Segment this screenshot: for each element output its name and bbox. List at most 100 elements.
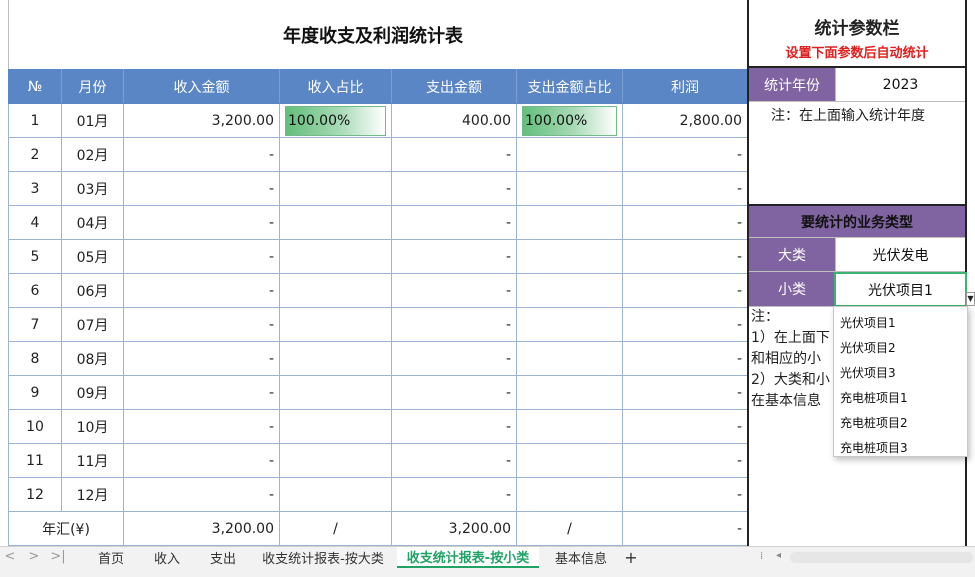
major-select[interactable]: 光伏发电 xyxy=(835,238,965,272)
income-pct-cell[interactable] xyxy=(279,239,392,274)
sheet-tab-basic-info[interactable]: 基本信息 xyxy=(554,552,607,567)
month-cell[interactable]: 09月 xyxy=(61,375,124,410)
row-no-cell[interactable]: 11 xyxy=(8,443,62,478)
sheet-tab-report-minor[interactable]: 收支统计报表-按小类 xyxy=(397,547,539,568)
row-no-cell[interactable]: 1 xyxy=(8,103,62,138)
expense-cell[interactable]: - xyxy=(391,341,517,376)
income-pct-cell[interactable] xyxy=(279,341,392,376)
year-label[interactable]: 统计年份 xyxy=(749,68,835,102)
prev-sheet-icon[interactable]: < xyxy=(4,549,16,564)
income-pct-cell[interactable] xyxy=(279,443,392,478)
dropdown-option[interactable]: 充电桩项目3 xyxy=(840,441,908,455)
income-cell[interactable]: - xyxy=(123,409,280,444)
col-header-expense[interactable]: 支出金额 xyxy=(391,69,517,104)
month-cell[interactable]: 04月 xyxy=(61,205,124,240)
profit-cell[interactable]: - xyxy=(622,375,748,410)
income-cell[interactable]: - xyxy=(123,273,280,308)
month-cell[interactable]: 03月 xyxy=(61,171,124,206)
row-no-cell[interactable]: 6 xyxy=(8,273,62,308)
sheet-tab-expense[interactable]: 支出 xyxy=(209,552,236,567)
profit-cell[interactable]: - xyxy=(622,171,748,206)
expense-pct-cell[interactable] xyxy=(516,443,623,478)
row-no-cell[interactable]: 9 xyxy=(8,375,62,410)
income-pct-cell[interactable] xyxy=(279,171,392,206)
income-pct-cell[interactable] xyxy=(279,477,392,512)
sheet-tab-home[interactable]: 首页 xyxy=(97,552,124,567)
row-no-cell[interactable]: 2 xyxy=(8,137,62,172)
dropdown-option[interactable]: 光伏项目3 xyxy=(840,366,896,380)
expense-cell[interactable]: - xyxy=(391,443,517,478)
expense-pct-cell[interactable] xyxy=(516,171,623,206)
income-cell[interactable]: - xyxy=(123,341,280,376)
expense-pct-cell[interactable] xyxy=(516,137,623,172)
sheet-tab-report-major[interactable]: 收支统计报表-按大类 xyxy=(262,552,384,567)
minor-label[interactable]: 小类 xyxy=(749,272,835,307)
income-cell[interactable]: - xyxy=(123,375,280,410)
col-header-expense-pct[interactable]: 支出金额占比 xyxy=(516,69,623,104)
month-cell[interactable]: 06月 xyxy=(61,273,124,308)
expense-cell[interactable]: - xyxy=(391,477,517,512)
col-header-income[interactable]: 收入金额 xyxy=(123,69,280,104)
month-cell[interactable]: 08月 xyxy=(61,341,124,376)
income-pct-cell[interactable] xyxy=(279,307,392,342)
row-no-cell[interactable]: 3 xyxy=(8,171,62,206)
expense-pct-cell[interactable]: 100.00% xyxy=(516,103,623,138)
month-cell[interactable]: 12月 xyxy=(61,477,124,512)
month-cell[interactable]: 02月 xyxy=(61,137,124,172)
major-label[interactable]: 大类 xyxy=(749,238,835,272)
expense-cell[interactable]: - xyxy=(391,409,517,444)
dropdown-option[interactable]: 光伏项目2 xyxy=(840,341,896,355)
expense-cell[interactable]: - xyxy=(391,137,517,172)
expense-pct-cell[interactable] xyxy=(516,273,623,308)
dropdown-option[interactable]: 充电桩项目1 xyxy=(840,391,908,405)
row-no-cell[interactable]: 5 xyxy=(8,239,62,274)
expense-pct-cell[interactable] xyxy=(516,375,623,410)
profit-cell[interactable]: - xyxy=(622,443,748,478)
month-cell[interactable]: 11月 xyxy=(61,443,124,478)
col-header-no[interactable]: № xyxy=(8,69,62,104)
row-no-cell[interactable]: 7 xyxy=(8,307,62,342)
profit-cell[interactable]: - xyxy=(622,239,748,274)
total-income[interactable]: 3,200.00 xyxy=(123,511,280,546)
income-cell[interactable]: - xyxy=(123,137,280,172)
minor-select[interactable]: 光伏项目1 xyxy=(834,272,967,307)
income-pct-cell[interactable] xyxy=(279,137,392,172)
profit-cell[interactable]: - xyxy=(622,409,748,444)
expense-pct-cell[interactable] xyxy=(516,307,623,342)
income-cell[interactable]: - xyxy=(123,477,280,512)
income-pct-cell[interactable] xyxy=(279,409,392,444)
profit-cell[interactable]: - xyxy=(622,307,748,342)
month-cell[interactable]: 05月 xyxy=(61,239,124,274)
col-header-month[interactable]: 月份 xyxy=(61,69,124,104)
month-cell[interactable]: 01月 xyxy=(61,103,124,138)
scroll-track[interactable] xyxy=(790,552,973,563)
income-cell[interactable]: 3,200.00 xyxy=(123,103,280,138)
dropdown-option[interactable]: 充电桩项目2 xyxy=(840,416,908,430)
expense-cell[interactable]: - xyxy=(391,375,517,410)
income-cell[interactable]: - xyxy=(123,205,280,240)
profit-cell[interactable]: - xyxy=(622,477,748,512)
total-label[interactable]: 年汇(¥) xyxy=(8,511,124,546)
income-cell[interactable]: - xyxy=(123,443,280,478)
expense-cell[interactable]: 400.00 xyxy=(391,103,517,138)
profit-cell[interactable]: - xyxy=(622,341,748,376)
income-pct-cell[interactable] xyxy=(279,205,392,240)
scroll-left-icon[interactable]: ◂ xyxy=(776,550,782,561)
month-cell[interactable]: 10月 xyxy=(61,409,124,444)
income-cell[interactable]: - xyxy=(123,307,280,342)
expense-cell[interactable]: - xyxy=(391,239,517,274)
income-cell[interactable]: - xyxy=(123,171,280,206)
expense-cell[interactable]: - xyxy=(391,273,517,308)
horizontal-scrollbar[interactable]: ⁞ ◂ xyxy=(760,550,973,564)
row-no-cell[interactable]: 12 xyxy=(8,477,62,512)
total-profit[interactable]: - xyxy=(622,511,748,546)
expense-pct-cell[interactable] xyxy=(516,205,623,240)
income-pct-cell[interactable] xyxy=(279,273,392,308)
expense-pct-cell[interactable] xyxy=(516,409,623,444)
col-header-profit[interactable]: 利润 xyxy=(622,69,748,104)
row-no-cell[interactable]: 4 xyxy=(8,205,62,240)
expense-pct-cell[interactable] xyxy=(516,239,623,274)
month-cell[interactable]: 07月 xyxy=(61,307,124,342)
income-pct-cell[interactable] xyxy=(279,375,392,410)
year-input[interactable]: 2023 xyxy=(835,68,965,102)
